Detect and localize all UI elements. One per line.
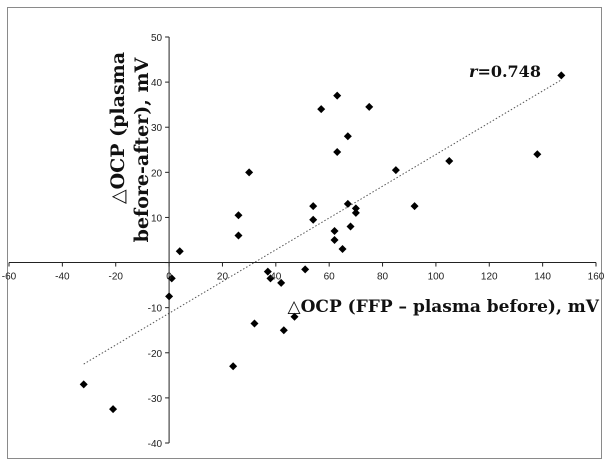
data-point xyxy=(301,265,310,274)
data-point xyxy=(351,204,360,213)
data-point xyxy=(330,236,339,244)
y-tick-label: 50 xyxy=(151,33,163,44)
x-tick-label: 120 xyxy=(481,272,498,283)
y-tick-label: -20 xyxy=(148,349,163,360)
x-tick-label: 80 xyxy=(377,272,389,283)
trendline-layer xyxy=(83,79,562,365)
data-point xyxy=(245,168,254,177)
correlation-r-value: =0.748 xyxy=(477,62,541,81)
correlation-r-symbol: r xyxy=(469,62,479,81)
y-axis-label-line2: before-after), mV xyxy=(131,56,153,242)
x-tick-label: 140 xyxy=(534,272,551,283)
points-layer xyxy=(79,71,566,414)
data-point xyxy=(346,222,355,231)
x-tick-label: -20 xyxy=(109,272,124,283)
y-tick-label: 20 xyxy=(151,168,163,179)
x-tick-label: 100 xyxy=(428,272,445,283)
data-point xyxy=(277,278,286,287)
data-point xyxy=(309,215,318,224)
data-point xyxy=(333,148,342,157)
x-tick-label: 160 xyxy=(588,272,605,283)
data-point xyxy=(109,405,118,414)
data-point xyxy=(533,150,542,159)
data-point xyxy=(290,312,299,321)
data-point xyxy=(279,326,288,335)
x-tick-label: -40 xyxy=(55,272,70,283)
data-point xyxy=(263,267,272,276)
data-point xyxy=(309,202,318,211)
data-point xyxy=(338,245,347,254)
data-point xyxy=(229,362,238,371)
data-point xyxy=(343,199,352,208)
data-point xyxy=(167,274,176,283)
x-tick-label: 60 xyxy=(324,272,336,283)
y-tick-label: -30 xyxy=(148,394,163,405)
y-tick-label: 40 xyxy=(151,78,163,89)
data-point xyxy=(250,319,259,328)
data-point xyxy=(445,157,454,166)
data-point xyxy=(165,292,174,301)
data-point xyxy=(391,166,400,175)
data-point xyxy=(343,132,352,141)
data-point xyxy=(317,105,326,114)
data-point xyxy=(79,380,88,389)
data-point xyxy=(351,208,360,217)
x-tick-label: 20 xyxy=(217,272,229,283)
data-point xyxy=(333,91,342,100)
data-point xyxy=(234,231,243,240)
data-point xyxy=(330,226,339,235)
correlation-annotation: r=0.748 xyxy=(469,62,541,81)
data-point xyxy=(410,202,419,211)
tick-labels-layer: -60 -40 -20 0 20 40 60 80 100 120 140 160 -40 -30 -20 -… xyxy=(2,33,605,450)
y-tick-label: 10 xyxy=(151,213,163,224)
y-tick-label: -10 xyxy=(148,304,163,315)
trendline xyxy=(83,79,562,365)
x-tick-label: 0 xyxy=(166,272,172,283)
x-tick-label: -60 xyxy=(2,272,17,283)
data-point xyxy=(234,211,243,220)
data-point xyxy=(557,71,566,80)
x-tick-label: 40 xyxy=(270,272,282,283)
y-axis-label-line1: △OCP (plasma xyxy=(107,52,129,204)
y-tick-label: 30 xyxy=(151,123,163,134)
data-point xyxy=(175,247,184,256)
data-point xyxy=(365,102,374,111)
y-tick-label: -40 xyxy=(148,439,163,450)
axes-layer xyxy=(8,36,597,444)
x-axis-label: △OCP (FFP – plasma before), mV xyxy=(288,297,600,317)
data-point xyxy=(266,274,275,283)
